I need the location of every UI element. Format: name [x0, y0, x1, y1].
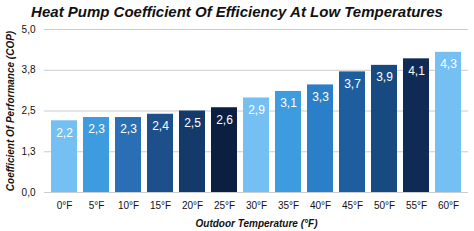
svg-text:5,0: 5,0	[22, 24, 36, 35]
svg-text:3,8: 3,8	[22, 64, 36, 75]
svg-text:55°F: 55°F	[406, 200, 427, 211]
svg-text:0,0: 0,0	[22, 187, 36, 198]
svg-text:4,1: 4,1	[408, 64, 425, 78]
svg-text:1,3: 1,3	[22, 146, 36, 157]
svg-text:2,4: 2,4	[152, 119, 169, 133]
svg-text:3,9: 3,9	[376, 70, 393, 84]
svg-text:2,9: 2,9	[248, 103, 265, 117]
svg-text:2,2: 2,2	[56, 126, 73, 140]
svg-text:50°F: 50°F	[374, 200, 395, 211]
svg-text:2,6: 2,6	[216, 113, 233, 127]
svg-text:2,3: 2,3	[88, 122, 105, 136]
svg-text:2,5: 2,5	[22, 105, 36, 116]
svg-text:35°F: 35°F	[278, 200, 299, 211]
svg-text:3,1: 3,1	[280, 96, 297, 110]
svg-text:5°F: 5°F	[89, 200, 105, 211]
svg-text:25°F: 25°F	[214, 200, 235, 211]
svg-text:30°F: 30°F	[246, 200, 267, 211]
svg-text:60°F: 60°F	[438, 200, 459, 211]
svg-text:3,7: 3,7	[344, 77, 361, 91]
svg-text:20°F: 20°F	[182, 200, 203, 211]
svg-text:2,5: 2,5	[184, 116, 201, 130]
svg-text:10°F: 10°F	[118, 200, 139, 211]
svg-text:15°F: 15°F	[150, 200, 171, 211]
svg-text:4,3: 4,3	[440, 57, 457, 71]
svg-text:Coefficient Of Performance (CO: Coefficient Of Performance (COP)	[5, 30, 16, 191]
svg-text:40°F: 40°F	[310, 200, 331, 211]
svg-text:2,3: 2,3	[120, 122, 137, 136]
svg-text:3,3: 3,3	[312, 90, 329, 104]
svg-text:45°F: 45°F	[342, 200, 363, 211]
svg-text:Outdoor Temperature (°F): Outdoor Temperature (°F)	[196, 218, 319, 229]
html-text:Heat Pump Coefficient Of Effic: Heat Pump Coefficient Of Efficiency At L…	[31, 3, 443, 20]
svg-text:0°F: 0°F	[57, 200, 73, 211]
